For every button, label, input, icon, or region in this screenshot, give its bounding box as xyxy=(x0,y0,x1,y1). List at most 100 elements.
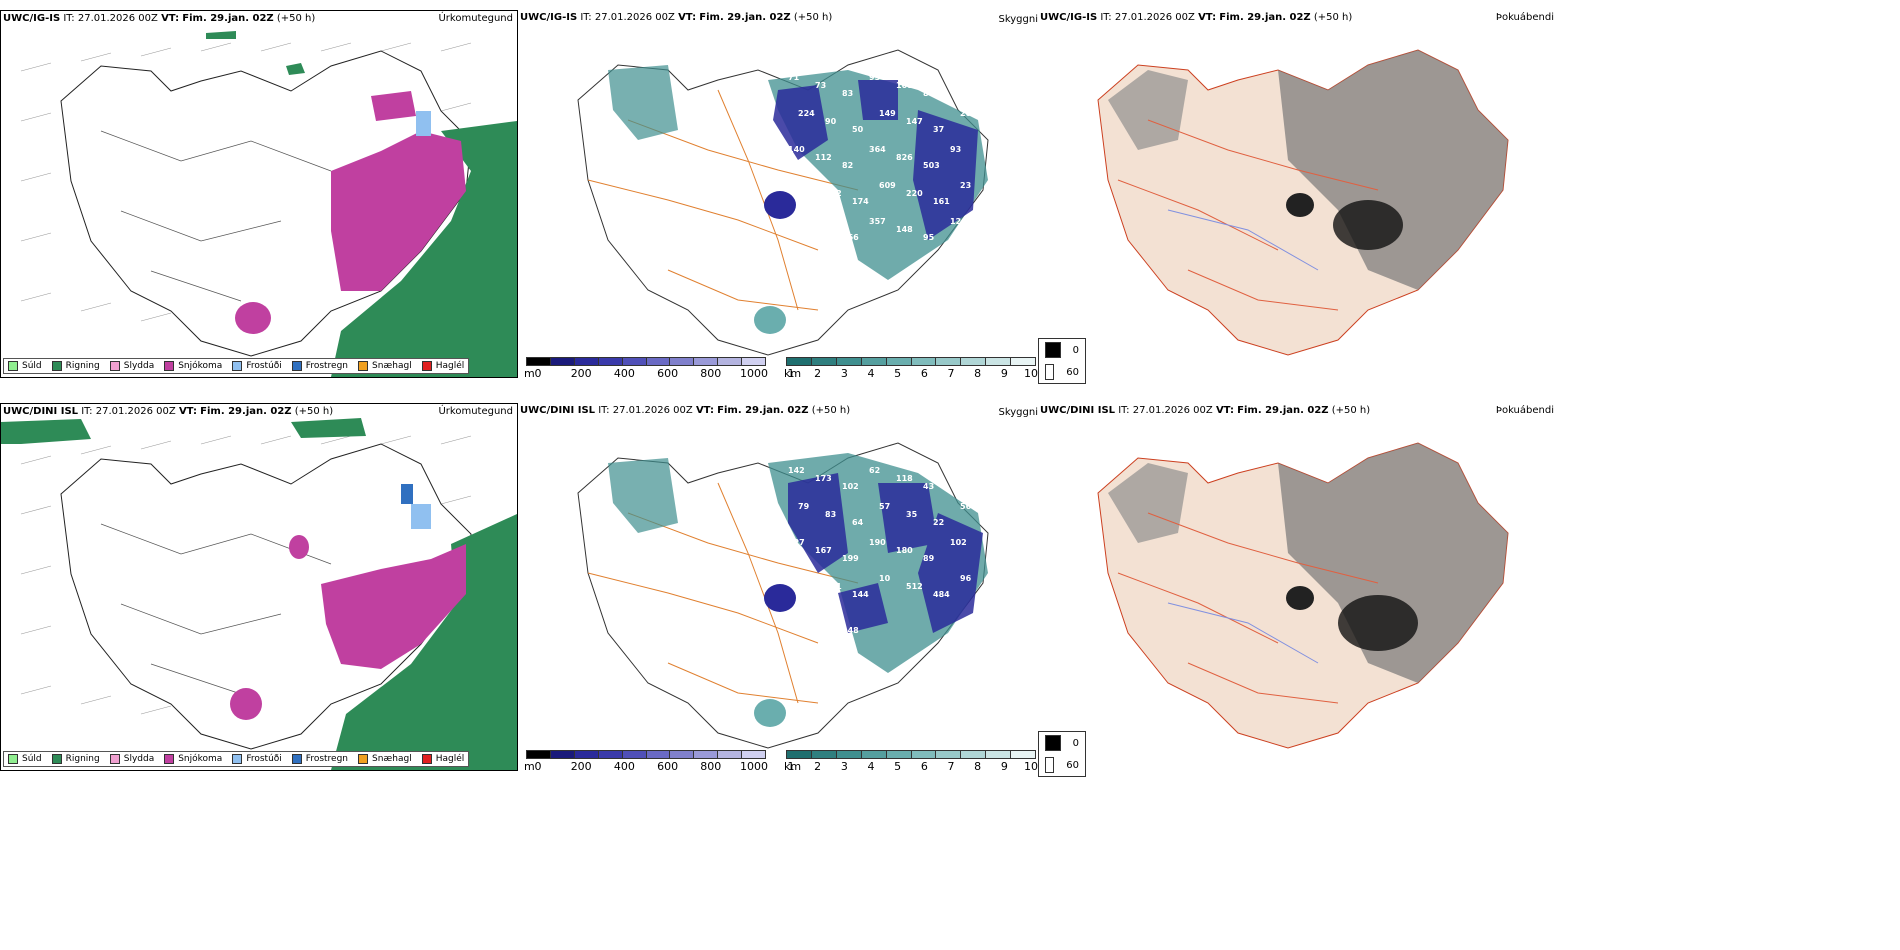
visibility-value-label: 174 xyxy=(852,197,869,206)
visibility-value-label: 147 xyxy=(906,117,923,126)
height-area-top xyxy=(773,80,978,240)
colorbar-unit: km xyxy=(784,760,802,773)
colorbar-tick-label: 1000 xyxy=(740,367,768,380)
fog-panel-top: UWC/IG-IS IT: 27.01.2026 00Z VT: Fim. 29… xyxy=(1038,10,1558,378)
visibility-value-label: 190 xyxy=(869,538,886,547)
legend-swatch xyxy=(8,361,18,371)
visibility-value-label: 108 xyxy=(896,81,913,90)
fog-legend-swatch xyxy=(1045,757,1055,773)
colorbar-tick-label: 3 xyxy=(840,760,848,773)
visibility-value-label: 62 xyxy=(869,466,880,475)
precip-legend-item: Frostúði xyxy=(232,361,282,371)
colorbar-tick-label: 2 xyxy=(814,760,822,773)
colorbar-cell xyxy=(861,358,887,365)
legend-swatch xyxy=(291,361,302,371)
visibility-value-label: 220 xyxy=(906,189,923,198)
legend-label: Slydda xyxy=(123,361,155,371)
legend-swatch xyxy=(51,754,62,764)
visibility-value-label: 826 xyxy=(896,153,913,162)
colorbar-cell xyxy=(911,751,937,758)
header-bottom-left: UWC/DINI ISL IT: 27.01.2026 00Z VT: Fim.… xyxy=(3,406,334,417)
precip-legend-item: Snjókoma xyxy=(164,361,222,371)
precip-legend-item: Haglél xyxy=(421,361,464,371)
precip-legend-item: Snæhagl xyxy=(358,361,412,371)
visibility-value-label: 211 xyxy=(950,73,967,82)
colorbar-cell xyxy=(811,358,837,365)
visibility-value-label: 161 xyxy=(825,582,842,591)
visibility-value-label: 206 xyxy=(960,109,977,118)
visibility-value-label: 102 xyxy=(842,482,859,491)
fog-legend-swatch xyxy=(1045,364,1055,380)
visibility-value-label: 57 xyxy=(879,502,890,511)
precip-legend-bottom: Súld Rigning Slydda Snjókoma Frostúði Frostre… xyxy=(3,751,470,767)
colorbar-strip xyxy=(526,750,766,759)
visibility-value-label: 966 xyxy=(842,233,859,242)
visibility-value-label: 357 xyxy=(869,217,886,226)
visibility-value-label: 82 xyxy=(842,161,853,170)
colorbar-cell xyxy=(622,751,647,758)
visibility-value-label: 180 xyxy=(896,546,913,555)
colorbar-cell xyxy=(811,751,837,758)
visibility-value-label: 83 xyxy=(842,89,853,98)
colorbar-tick-label: 1 xyxy=(787,760,795,773)
legend-swatch xyxy=(421,361,432,371)
colorbar-tick-label: 8 xyxy=(974,367,982,380)
fog-legend-swatch xyxy=(1045,735,1061,751)
legend-label: Súld xyxy=(22,754,42,764)
colorbar-unit: km xyxy=(784,367,802,380)
colorbar-cell xyxy=(1011,751,1036,758)
colorbar-tick-label: 6 xyxy=(920,367,928,380)
visibility-value-label: 503 xyxy=(923,161,940,170)
colorbar-cell xyxy=(836,358,862,365)
precip-legend-item: Frostregn xyxy=(291,361,348,371)
colorbar-tick-label: 9 xyxy=(1000,760,1008,773)
freezing-drizzle-top xyxy=(416,111,431,136)
colorbar-tick-label: 10 xyxy=(1024,760,1038,773)
legend-label: Snæhagl xyxy=(372,361,412,371)
colorbar-cell xyxy=(787,751,812,758)
legend-label: Súld xyxy=(22,361,42,371)
legend-label: Haglél xyxy=(435,754,465,764)
legend-swatch xyxy=(358,361,369,371)
colorbar-tick-label: 3 xyxy=(840,367,848,380)
visibility-value-label: 71 xyxy=(798,574,810,583)
legend-label: Frostúði xyxy=(246,361,282,371)
colorbar-tick-label: 7 xyxy=(947,760,955,773)
freezing-rain-bottom xyxy=(401,484,413,504)
visibility-value-label: 199 xyxy=(842,554,859,563)
visibility-value-label: 224 xyxy=(798,109,815,118)
fog-legend-row: 60 xyxy=(1039,754,1085,776)
visibility-value-label: 140 xyxy=(788,145,805,154)
colorbar-tick-label: 1 xyxy=(787,367,795,380)
rain-area-bottom xyxy=(331,514,517,770)
legend-swatch xyxy=(109,361,120,371)
legend-label: Snæhagl xyxy=(372,754,412,764)
colorbar-tick-label: 0 xyxy=(534,760,542,773)
legend-swatch xyxy=(358,754,369,764)
colorbar-tick-label: 7 xyxy=(947,367,955,380)
visibility-title-bottom: Skyggni xyxy=(998,407,1038,418)
visibility-value-label: 148 xyxy=(896,225,913,234)
colorbar-unit: m xyxy=(524,367,535,380)
visibility-value-label: 64 xyxy=(815,618,827,627)
colorbar-cell xyxy=(936,358,962,365)
legend-swatch xyxy=(164,361,175,371)
colorbar-unit: m xyxy=(524,760,535,773)
colorbar-cell xyxy=(718,358,743,365)
colorbar-cell xyxy=(694,751,719,758)
visibility-value-label: 89 xyxy=(923,554,935,563)
colorbar-cell xyxy=(961,751,987,758)
visibility-value-label: 102 xyxy=(950,538,967,547)
legend-swatch xyxy=(8,754,18,764)
precip-legend-item: Rigning xyxy=(51,754,100,764)
colorbar-tick-label: 2 xyxy=(814,367,822,380)
snow-area-top-3 xyxy=(235,302,271,334)
colorbar-tick-label: 0 xyxy=(534,367,542,380)
colorbar-cell xyxy=(550,358,575,365)
colorbar-cell xyxy=(986,751,1012,758)
colorbar-cell xyxy=(646,751,671,758)
fog-legend-label: 60 xyxy=(1066,366,1079,378)
visibility-value-label: 112 xyxy=(825,189,842,198)
legend-label: Snjókoma xyxy=(178,754,223,764)
height-area-bottom xyxy=(788,473,983,633)
